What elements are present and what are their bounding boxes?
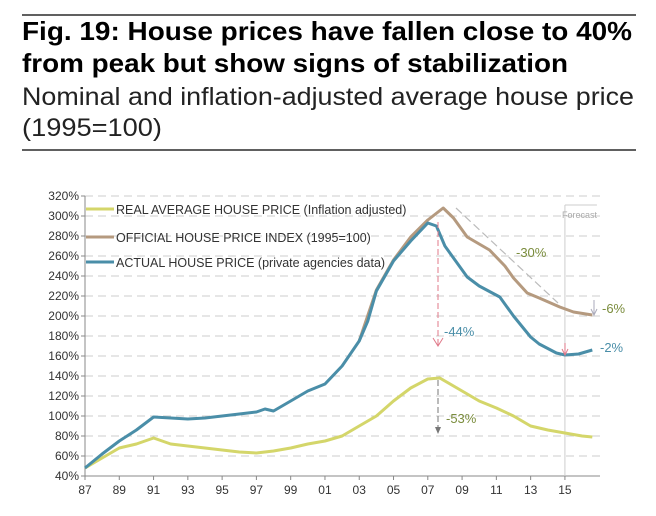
x-axis-ticks: 87 89 91 93 95 97 99 01 03 05 07 09 11 13 15 — [78, 475, 600, 497]
x-tick-label: 99 — [284, 483, 298, 497]
legend-label-actual: ACTUAL HOUSE PRICE (private agencies dat… — [116, 256, 385, 270]
y-tick-label: 240% — [48, 269, 79, 283]
x-tick-label: 87 — [78, 483, 92, 497]
series-line-1 — [357, 206, 593, 342]
x-tick-label: 11 — [490, 483, 503, 497]
y-tick-label: 280% — [48, 229, 79, 243]
x-tick-label: 95 — [215, 483, 229, 497]
drop-arrow-53-head — [435, 427, 441, 434]
x-tick-label: 09 — [455, 483, 469, 497]
x-tick-label: 91 — [147, 483, 161, 497]
title-line-1: Fig. 19: House prices have fallen close … — [22, 16, 632, 46]
y-tick-label: 180% — [48, 329, 79, 343]
legend-label-real: REAL AVERAGE HOUSE PRICE (Inflation adju… — [116, 203, 406, 217]
gridlines — [85, 195, 600, 457]
annotation-minus-30: -30% — [516, 245, 547, 260]
y-axis-ticks: 40% 60% 80% 100% 120% 140% 160% 180% 200% 220% 240… — [48, 189, 86, 483]
arrow-6-head — [590, 308, 598, 317]
x-tick-label: 07 — [421, 483, 435, 497]
y-tick-label: 200% — [48, 309, 79, 323]
y-tick-label: 320% — [48, 189, 79, 203]
y-tick-label: 300% — [48, 209, 79, 223]
annotation-minus-2: -2% — [600, 340, 624, 355]
series-line-0 — [84, 376, 593, 470]
drop-arrow-44-head — [432, 337, 444, 347]
x-tick-label: 89 — [113, 483, 127, 497]
y-tick-label: 260% — [48, 249, 79, 263]
y-tick-label: 80% — [55, 429, 79, 443]
y-tick-label: 120% — [48, 389, 79, 403]
y-tick-label: 220% — [48, 289, 79, 303]
subtitle-line-2: (1995=100) — [22, 114, 162, 142]
y-tick-label: 60% — [55, 449, 79, 463]
arrow-2-head — [561, 348, 569, 357]
y-tick-label: 160% — [48, 349, 79, 363]
annotation-minus-53: -53% — [446, 411, 477, 426]
legend: REAL AVERAGE HOUSE PRICE (Inflation adju… — [86, 203, 406, 270]
forecast-label: Forecast — [562, 210, 598, 220]
y-tick-label: 140% — [48, 369, 79, 383]
x-tick-label: 05 — [387, 483, 401, 497]
series-lines — [84, 206, 593, 470]
x-tick-label: 01 — [318, 483, 332, 497]
x-tick-label: 13 — [524, 483, 538, 497]
annotation-minus-44: -44% — [444, 324, 475, 339]
series-line-2 — [84, 221, 593, 470]
legend-label-official: OFFICIAL HOUSE PRICE INDEX (1995=100) — [116, 231, 371, 245]
y-tick-label: 40% — [55, 469, 79, 483]
title-line-2: from peak but show signs of stabilizatio… — [22, 48, 568, 78]
y-tick-label: 100% — [48, 409, 79, 423]
x-tick-label: 93 — [181, 483, 195, 497]
x-tick-label: 97 — [250, 483, 264, 497]
annotation-minus-6: -6% — [602, 301, 626, 316]
x-tick-label: 15 — [558, 483, 572, 497]
subtitle-line-1: Nominal and inflation-adjusted average h… — [22, 83, 634, 111]
x-tick-label: 03 — [353, 483, 367, 497]
